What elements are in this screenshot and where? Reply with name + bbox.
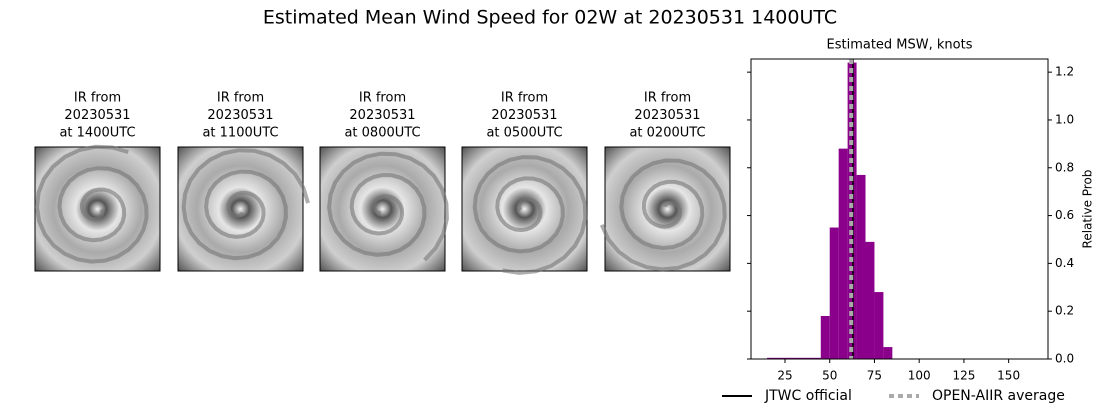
y-axis-label: Relative Prob <box>1081 170 1095 249</box>
panel-title: IR from <box>359 91 406 106</box>
ir-spiral <box>181 148 310 261</box>
x-tick-label: 25 <box>777 369 792 383</box>
bar <box>883 347 893 359</box>
bar <box>767 357 821 359</box>
bar <box>838 148 848 359</box>
panel-title: 20230531 <box>349 108 415 123</box>
legend-label: JTWC official <box>764 388 852 404</box>
bar <box>829 227 839 359</box>
panel-title: IR from <box>644 91 691 106</box>
bar <box>856 174 866 359</box>
plot-frame <box>750 58 1049 360</box>
bar <box>874 292 884 359</box>
panel-title: IR from <box>217 91 264 106</box>
panel-title: IR from <box>501 91 548 106</box>
panel-title: 20230531 <box>64 108 130 123</box>
ir-image <box>604 146 731 272</box>
legend-label: OPEN-AIIR average <box>932 388 1065 404</box>
y-tick-label: 0.2 <box>1055 304 1074 318</box>
panel-title: at 1100UTC <box>202 126 278 141</box>
panel-title: at 0500UTC <box>486 126 562 141</box>
bar <box>847 62 857 359</box>
y-tick-label: 0.4 <box>1055 256 1074 270</box>
ir-spiral <box>327 151 449 262</box>
ir-spiral <box>472 155 588 275</box>
y-tick-label: 1.2 <box>1055 65 1074 79</box>
y-tick-label: 0.0 <box>1055 352 1074 366</box>
x-tick-label: 75 <box>867 369 882 383</box>
bar <box>865 241 875 359</box>
panel-title: IR from <box>74 91 121 106</box>
panel-title: 20230531 <box>634 108 700 123</box>
panel-title: at 0800UTC <box>344 126 420 141</box>
y-tick-label: 0.8 <box>1055 160 1074 174</box>
panel-title: at 0200UTC <box>629 126 705 141</box>
y-tick-label: 1.0 <box>1055 112 1074 126</box>
y-tick-label: 0.6 <box>1055 208 1074 222</box>
panels: IR from 20230531 at 1400UTC IR from 20230531… <box>34 91 731 275</box>
x-tick-label: 125 <box>952 369 975 383</box>
x-tick-label: 100 <box>908 369 931 383</box>
axes-title: Estimated MSW, knots <box>827 38 973 53</box>
ir-spiral <box>599 158 727 272</box>
x-tick-label: 150 <box>997 369 1020 383</box>
bar <box>820 315 830 359</box>
panel-title: 20230531 <box>491 108 557 123</box>
histogram: Estimated MSW, knots 25 50 75 100 125 150 0.0 0.… <box>722 38 1095 404</box>
x-tick-label: 50 <box>822 369 837 383</box>
ir-spiral <box>34 144 149 264</box>
panel-title: at 1400UTC <box>59 126 135 141</box>
figure-title: Estimated Mean Wind Speed for 02W at 202… <box>263 7 837 29</box>
panel-title: 20230531 <box>207 108 273 123</box>
